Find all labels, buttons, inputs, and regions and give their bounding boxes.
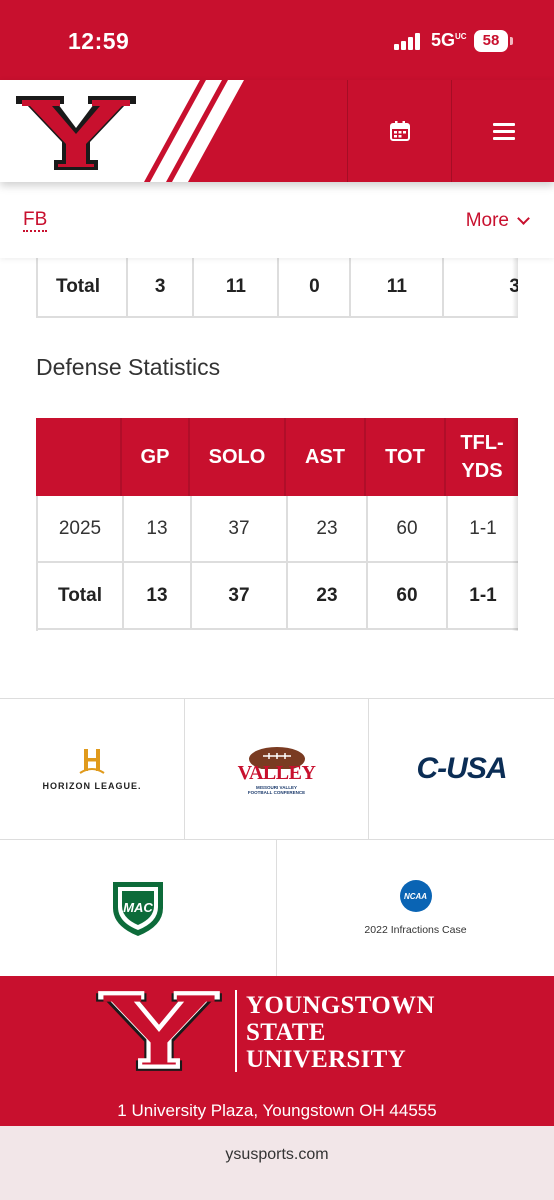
menu-button[interactable] <box>451 80 554 182</box>
browser-url-bar[interactable]: ysusports.com <box>0 1126 554 1200</box>
defense-stats-table[interactable]: GP SOLO AST TOT TFL- YDS 2025 13 37 23 6… <box>36 418 518 631</box>
table-cell: 1-1 <box>446 563 518 628</box>
horizon-league-logo[interactable]: HORIZON LEAGUE. <box>0 699 185 840</box>
table-cell: 13 <box>122 496 190 561</box>
ncaa-caption[interactable]: 2022 Infractions Case <box>364 924 467 936</box>
table-cell: Total <box>36 258 126 316</box>
table-row: 2025 13 37 23 60 1-1 <box>36 496 518 563</box>
table-cell: 60 <box>366 496 446 561</box>
conference-logos: HORIZON LEAGUE. VALLEY MISSOURI VALLEY F… <box>0 698 554 977</box>
battery-icon: 58 <box>474 30 508 52</box>
calendar-button[interactable] <box>347 80 451 182</box>
column-header: GP <box>122 418 190 496</box>
column-header: TOT <box>366 418 446 496</box>
table-cell: 2025 <box>36 496 122 561</box>
previous-stats-table: Total 3 11 0 11 3 <box>36 258 518 318</box>
signal-icon <box>394 32 424 50</box>
table-cell: 23 <box>286 563 366 628</box>
table-row-total: Total 3 11 0 11 3 <box>36 258 518 316</box>
chevron-down-icon <box>517 212 530 225</box>
horizon-h-icon <box>79 749 105 774</box>
site-footer: YOUNGSTOWN STATE UNIVERSITY 1 University… <box>0 976 554 1126</box>
table-row: Total 13 37 23 60 1-1 <box>36 563 518 630</box>
column-header: AST <box>286 418 366 496</box>
status-time: 12:59 <box>68 28 130 54</box>
site-header <box>0 80 554 182</box>
more-label: More <box>465 210 509 231</box>
table-cell: 3 <box>125 258 192 316</box>
ysu-y-logo[interactable] <box>14 92 138 172</box>
hamburger-icon <box>492 119 515 144</box>
table-cell: 37 <box>190 496 286 561</box>
table-cell: 0 <box>277 258 349 316</box>
url-text: ysusports.com <box>225 1146 329 1163</box>
mac-shield-icon: MAC <box>113 882 163 936</box>
table-header-row: GP SOLO AST TOT TFL- YDS <box>36 418 518 496</box>
table-cell: 11 <box>349 258 442 316</box>
table-cell: 13 <box>122 563 190 628</box>
table-cell: 11 <box>192 258 277 316</box>
footer-address: 1 University Plaza, Youngstown OH 44555 <box>117 1101 437 1120</box>
network-indicator: 5GUC <box>431 30 467 50</box>
football-icon <box>248 747 305 769</box>
mac-logo[interactable]: MAC <box>0 840 277 977</box>
section-title: Defense Statistics <box>36 354 221 380</box>
status-bar: 12:59 5GUC 58 <box>0 0 554 80</box>
battery-cap <box>510 37 513 45</box>
calendar-icon <box>389 121 410 141</box>
svg-text:MAC: MAC <box>123 900 153 915</box>
table-cell: Total <box>36 563 122 628</box>
table-cell: 23 <box>286 496 366 561</box>
scroll-shadow <box>512 418 518 631</box>
university-name: YOUNGSTOWN STATE UNIVERSITY <box>246 992 435 1073</box>
sport-subnav: FB More <box>0 182 554 258</box>
table-cell: 1-1 <box>446 496 518 561</box>
table-cell: 60 <box>366 563 446 628</box>
table-cell: 3 <box>442 258 518 316</box>
column-header: TFL- YDS <box>460 432 504 482</box>
ncaa-badge: NCAA <box>399 880 432 912</box>
scroll-shadow <box>512 258 518 316</box>
column-header <box>36 418 122 496</box>
cusa-logo[interactable]: C-USA <box>369 699 554 840</box>
missouri-valley-logo[interactable]: VALLEY MISSOURI VALLEY FOOTBALL CONFEREN… <box>185 699 369 840</box>
more-dropdown[interactable]: More <box>465 210 530 232</box>
table-cell: 37 <box>190 563 286 628</box>
sport-abbr-fb[interactable]: FB <box>23 209 48 232</box>
footer-divider <box>235 990 237 1072</box>
footer-y-logo[interactable] <box>94 988 224 1074</box>
ncaa-logo[interactable]: NCAA 2022 Infractions Case <box>277 840 554 977</box>
column-header: SOLO <box>190 418 286 496</box>
table-border <box>36 496 38 631</box>
